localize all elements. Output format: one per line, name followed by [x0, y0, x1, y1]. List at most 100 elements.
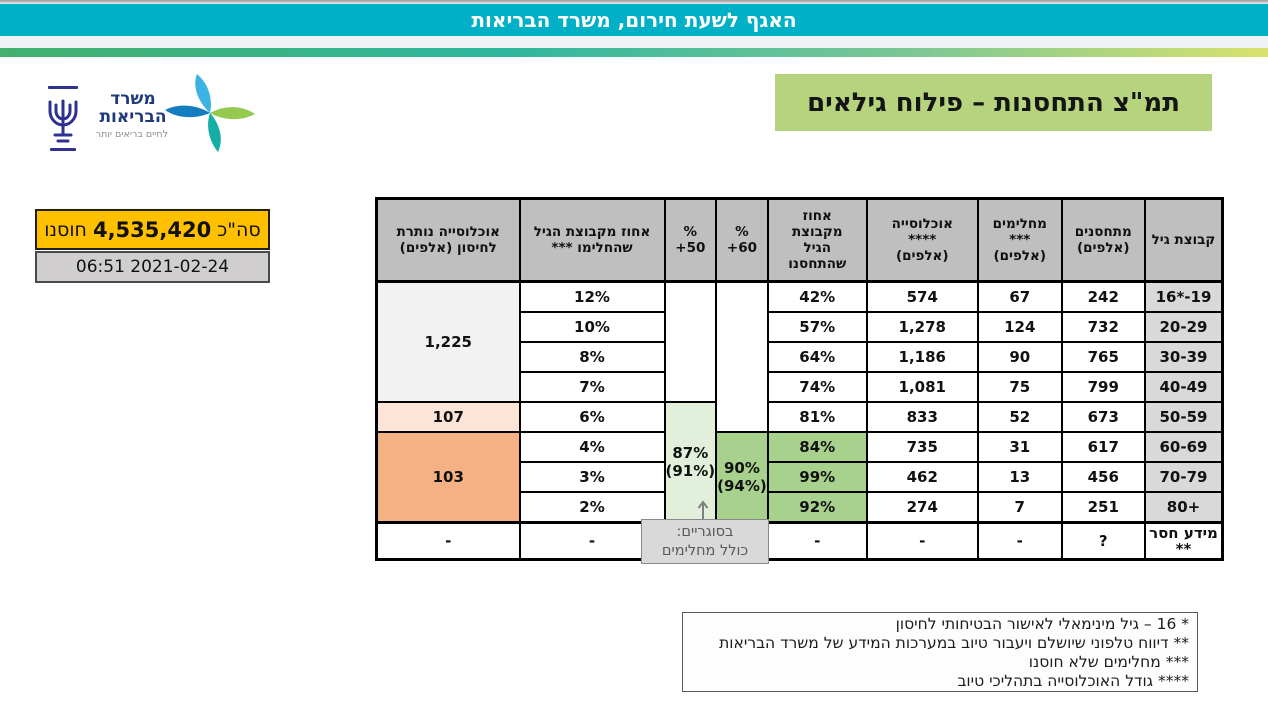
footnote-line: *** מחלימים שלא חוסנו	[1028, 653, 1189, 671]
header-pct-60plus: % 60+	[715, 197, 769, 283]
vaccinated-cell: 242	[1060, 280, 1146, 313]
pct-recovered-cell: 7%	[518, 371, 666, 403]
header-remaining: אוכלוסייה נותרת לחיסון (אלפים)	[375, 197, 521, 283]
footnote-line: ** דיווח טלפוני שיושלם ויעבור טיוב במערכ…	[719, 634, 1189, 652]
vaccination-table: קבוצת גיל מתחסנים (אלפים) מחלימים *** (א…	[375, 197, 1225, 561]
pct-vaccinated-cell: 81%	[766, 401, 868, 433]
header-population: אוכלוסייה **** (אלפים)	[865, 197, 979, 283]
population-cell: 1,081	[865, 371, 979, 403]
header-pct-vaccinated: אחוז מקבוצת הגיל שהתחסנו	[766, 197, 868, 283]
remaining-cell: -	[375, 521, 521, 561]
recovered-cell: 67	[976, 280, 1063, 313]
table-row: 20-29 732 124 1,278 57% 10%	[377, 311, 1224, 343]
pct-vaccinated-cell: 74%	[766, 371, 868, 403]
pct-50plus-cell: 87% (91%)	[663, 401, 718, 524]
total-suffix: חוסנו	[44, 218, 87, 241]
recovered-cell: 52	[976, 401, 1063, 433]
pct-recovered-cell: 8%	[518, 341, 666, 373]
recovered-cell: 75	[976, 371, 1063, 403]
vaccinated-cell: 251	[1060, 491, 1146, 524]
annotation-arrow-icon	[696, 499, 710, 525]
pct-recovered-cell: 6%	[518, 401, 666, 433]
population-cell: 833	[865, 401, 979, 433]
page-title: תמ"צ התחסנות – פילוח גילאים	[807, 87, 1180, 118]
population-cell: 735	[865, 431, 979, 463]
table-row: 50-59 673 52 833 81% 87% (91%) 6% 107	[375, 401, 1224, 524]
footnote-line: * 16 – גיל מינימאלי לאישור הבטיחותי לחיס…	[895, 615, 1189, 633]
total-vaccinated-box: סה"כ 4,535,420 חוסנו	[35, 209, 270, 250]
age-cell: 16*-19	[1143, 280, 1224, 313]
population-cell: -	[865, 521, 979, 561]
age-cell: מידע חסר **	[1143, 521, 1224, 561]
footnotes-box: * 16 – גיל מינימאלי לאישור הבטיחותי לחיס…	[682, 612, 1198, 692]
page-title-bar: תמ"צ התחסנות – פילוח גילאים	[775, 74, 1212, 131]
table-row-missing-info: מידע חסר ** ? - - - - -	[375, 521, 1224, 561]
recovered-cell: 31	[976, 431, 1063, 463]
population-cell: 1,278	[865, 311, 979, 343]
pct-vaccinated-cell: -	[766, 521, 868, 561]
age-cell: 80+	[1143, 491, 1224, 524]
pct-recovered-cell: 4%	[518, 431, 666, 463]
total-prefix: סה"כ	[217, 218, 261, 241]
pct-50plus-empty-cell	[663, 280, 718, 403]
gradient-divider	[0, 48, 1268, 57]
population-cell: 462	[865, 461, 979, 493]
emergency-banner: האגף לשעת חירום, משרד הבריאות	[0, 4, 1268, 36]
total-value: 4,535,420	[92, 217, 212, 242]
table-row: 60-69 617 31 735 84% 90% (94%) 4% 103	[375, 431, 1224, 524]
banner-title: האגף לשעת חירום, משרד הבריאות	[471, 8, 797, 32]
table-header-row: קבוצת גיל מתחסנים (אלפים) מחלימים *** (א…	[375, 197, 1224, 283]
banner-gap	[0, 36, 1268, 48]
table-row: 16*-19 242 67 574 42% 12% 1,225	[375, 280, 1224, 433]
state-emblem-icon	[40, 82, 86, 162]
remaining-60-80-cell: 103	[375, 431, 521, 524]
recovered-cell: 13	[976, 461, 1063, 493]
recovered-cell: 124	[976, 311, 1063, 343]
vaccinated-cell: 673	[1060, 401, 1146, 433]
age-cell: 30-39	[1143, 341, 1224, 373]
pct-recovered-cell: 3%	[518, 461, 666, 493]
pct-vaccinated-cell: 64%	[766, 341, 868, 373]
vaccinated-cell: 732	[1060, 311, 1146, 343]
population-cell: 274	[865, 491, 979, 524]
window-top-strip	[0, 0, 1268, 4]
remaining-16-49-cell: 1,225	[375, 280, 521, 403]
header-age-group: קבוצת גיל	[1143, 197, 1224, 283]
annotation-text: בסוגריים: כולל מחלימים	[661, 523, 749, 559]
population-cell: 574	[865, 280, 979, 313]
age-cell: 20-29	[1143, 311, 1224, 343]
vaccinated-cell: 765	[1060, 341, 1146, 373]
table-row: 30-39 765 90 1,186 64% 8%	[377, 341, 1224, 373]
header-recovered: מחלימים *** (אלפים)	[976, 197, 1063, 283]
header-pct-recovered: אחוז מקבוצת הגיל שהחלימו ***	[518, 197, 666, 283]
recovered-cell: 90	[976, 341, 1063, 373]
ministry-name: משרד הבריאות	[99, 89, 167, 127]
recovered-cell: -	[976, 521, 1063, 561]
moh-logo: משרד הבריאות לחיים בריאים יותר	[96, 89, 168, 140]
timestamp-box: 06:51 2021-02-24	[35, 251, 270, 283]
pct-vaccinated-cell: 84%	[766, 431, 868, 463]
pct-vaccinated-cell: 99%	[766, 461, 868, 493]
vaccinated-cell: 617	[1060, 431, 1146, 463]
table-row: 40-49 799 75 1,081 74% 7%	[377, 371, 1224, 403]
pct-vaccinated-cell: 57%	[766, 311, 868, 343]
population-cell: 1,186	[865, 341, 979, 373]
pct-vaccinated-cell: 92%	[766, 491, 868, 524]
pct-recovered-cell: 10%	[518, 311, 666, 343]
annotation-box: בסוגריים: כולל מחלימים	[641, 519, 769, 564]
age-cell: 40-49	[1143, 371, 1224, 403]
recovered-cell: 7	[976, 491, 1063, 524]
vaccinated-cell: 456	[1060, 461, 1146, 493]
footnote-line: **** גודל האוכלוסייה בתהליכי טיוב	[957, 672, 1189, 690]
pct-vaccinated-cell: 42%	[766, 280, 868, 313]
pct-recovered-cell: 2%	[518, 491, 666, 524]
header-pct-50plus: % 50+	[663, 197, 718, 283]
pct-60plus-cell: 90% (94%)	[715, 431, 769, 524]
timestamp: 06:51 2021-02-24	[75, 257, 230, 277]
pct-recovered-cell: 12%	[518, 280, 666, 313]
age-cell: 70-79	[1143, 461, 1224, 493]
moh-star-icon	[162, 72, 258, 158]
age-cell: 60-69	[1143, 431, 1224, 463]
age-cell: 50-59	[1143, 401, 1224, 433]
